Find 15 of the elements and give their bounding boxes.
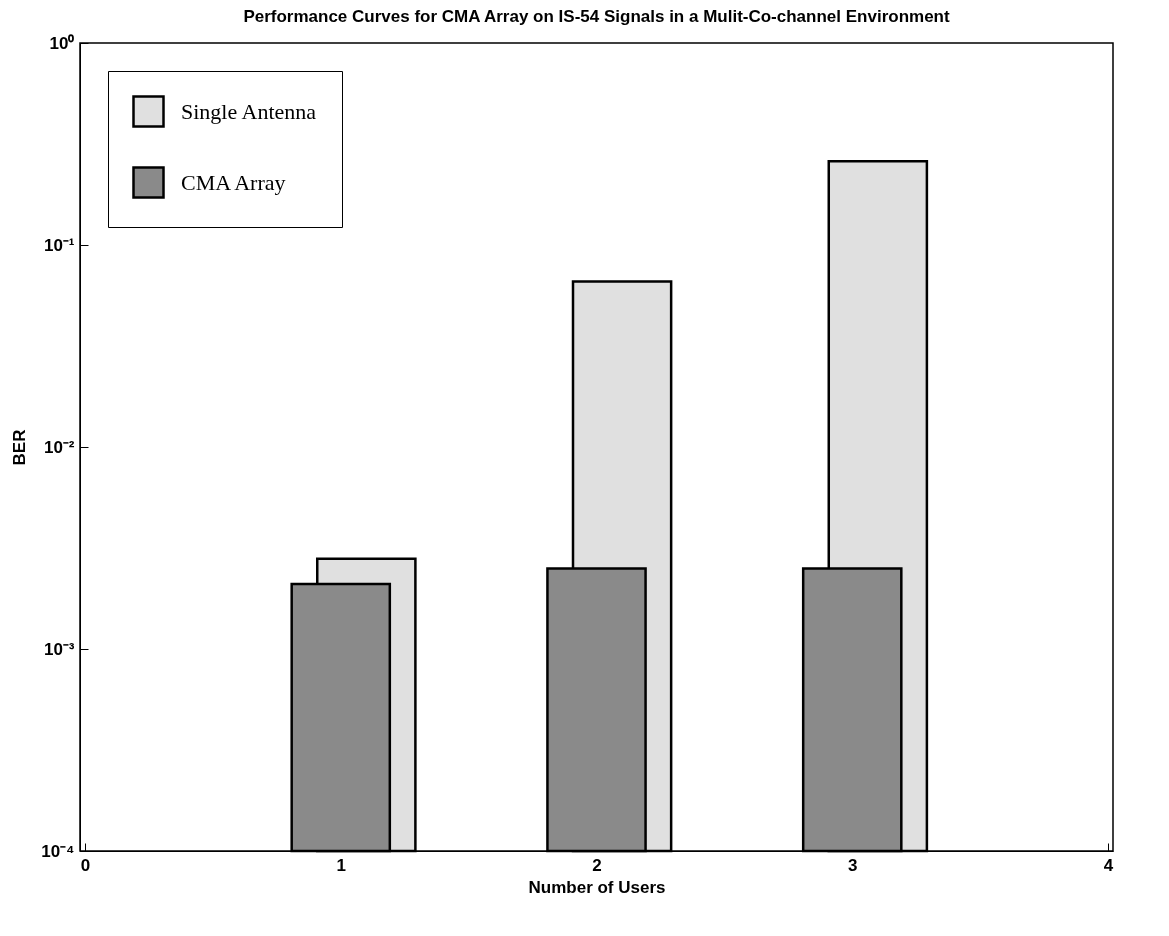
y-tick-label: 10⁰	[49, 33, 75, 53]
y-tick-label: 10⁻¹	[43, 235, 75, 255]
x-tick-label: 1	[336, 855, 346, 875]
x-axis-title: Number of Users	[528, 877, 666, 897]
y-axis-title: BER	[10, 429, 30, 466]
y-tick-label: 10⁻⁴	[41, 841, 75, 861]
x-tick-label: 3	[848, 855, 858, 875]
legend-label: CMA Array	[181, 169, 286, 195]
y-tick-label: 10⁻²	[43, 437, 75, 457]
legend-label: Single Antenna	[181, 98, 317, 124]
y-tick-label: 10⁻³	[43, 639, 75, 659]
chart-title: Performance Curves for CMA Array on IS-54 Signals in a Mulit-Co-channel Environment	[243, 7, 950, 26]
x-tick-label: 2	[592, 855, 602, 875]
x-tick-label: 4	[1103, 855, 1114, 875]
x-tick-label: 0	[80, 855, 91, 875]
